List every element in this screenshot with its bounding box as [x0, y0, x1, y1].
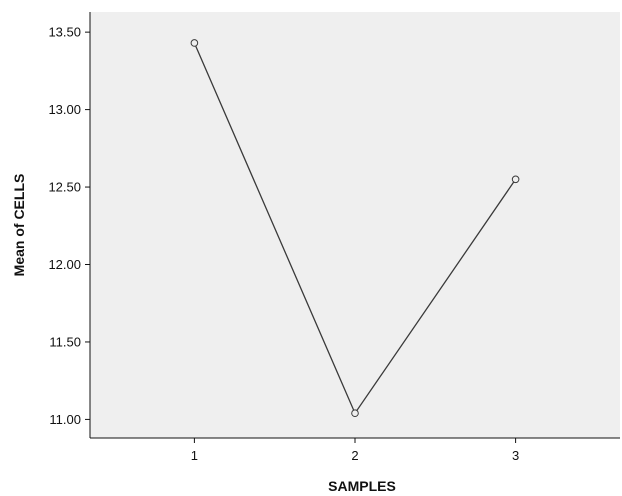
y-tick-label: 11.50	[49, 334, 81, 349]
x-tick-label: 3	[512, 448, 519, 463]
series-layer	[190, 39, 520, 418]
y-tick-label: 12.50	[48, 180, 81, 195]
y-axis-ticks: 11.00 11.50 12.00 12.50 13.00 13.50	[48, 25, 90, 427]
data-point	[511, 175, 520, 184]
data-point	[190, 39, 199, 47]
x-axis-title: SAMPLES	[328, 478, 396, 494]
x-tick-label: 1	[191, 448, 198, 463]
y-tick-label: 12.00	[48, 257, 81, 272]
y-axis-title: Mean of CELLS	[11, 174, 27, 277]
data-point	[351, 409, 359, 418]
y-tick-label: 13.00	[48, 102, 81, 117]
y-tick-label: 11.00	[49, 412, 81, 427]
x-axis-ticks: 1 2 3	[191, 438, 519, 463]
x-tick-label: 2	[351, 448, 358, 463]
plot-area	[90, 12, 620, 438]
y-tick-label: 13.50	[48, 25, 81, 40]
